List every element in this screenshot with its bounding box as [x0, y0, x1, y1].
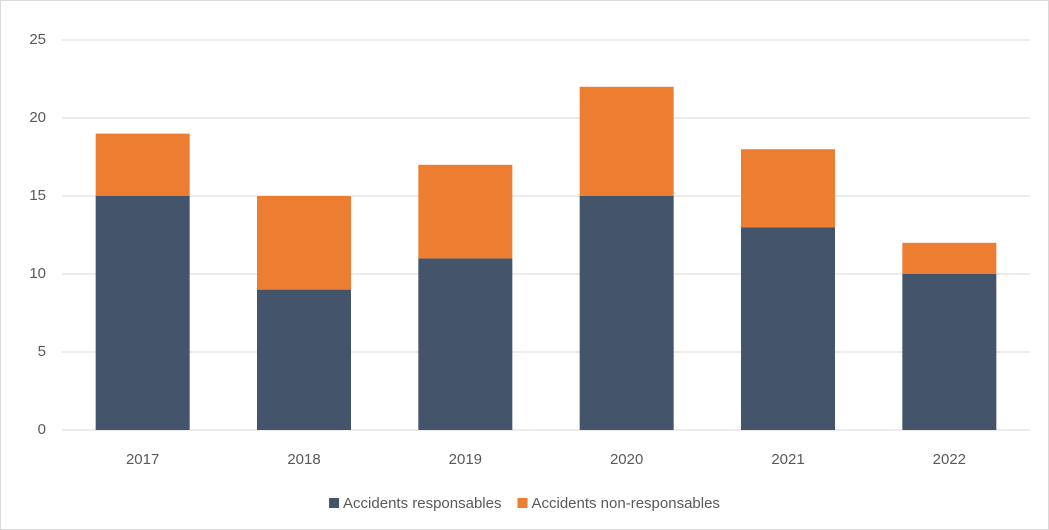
x-tick-label: 2019: [449, 451, 482, 468]
bar-segment: [902, 274, 997, 430]
y-tick-label: 0: [38, 421, 46, 438]
legend-swatch: [517, 498, 528, 508]
y-tick-label: 25: [29, 31, 46, 48]
bar-segment: [741, 149, 835, 228]
bar-segment: [579, 196, 674, 430]
bar-segment: [95, 133, 190, 196]
y-tick-label: 15: [29, 187, 46, 204]
bar-segment: [257, 289, 351, 430]
bar-segment: [257, 196, 351, 290]
bar-segment: [418, 164, 513, 259]
x-tick-label: 2020: [610, 451, 643, 468]
legend-label: Accidents non-responsables: [531, 495, 719, 512]
x-tick-label: 2021: [771, 451, 804, 468]
x-tick-label: 2022: [933, 451, 966, 468]
y-tick-label: 5: [38, 343, 46, 360]
x-tick-label: 2017: [126, 451, 159, 468]
bar-segment: [95, 196, 190, 430]
bar-segment: [902, 242, 997, 274]
bar-segment: [741, 227, 835, 430]
x-tick-label: 2018: [287, 451, 320, 468]
legend-swatch: [329, 498, 340, 508]
bar-segment: [579, 86, 674, 196]
bar-segment: [418, 258, 513, 430]
y-tick-label: 20: [29, 109, 46, 126]
y-tick-label: 10: [29, 265, 46, 282]
legend-label: Accidents responsables: [343, 495, 501, 512]
